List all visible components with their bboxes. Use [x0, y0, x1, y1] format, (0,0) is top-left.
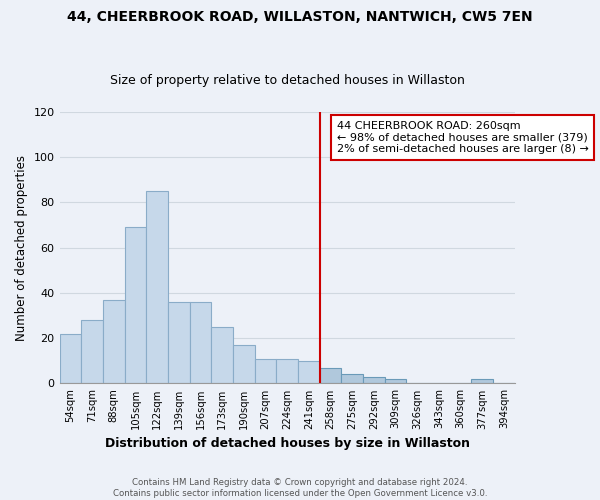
Bar [254, 358, 276, 384]
Bar [385, 379, 406, 384]
Bar [125, 227, 146, 384]
X-axis label: Distribution of detached houses by size in Willaston: Distribution of detached houses by size … [104, 437, 470, 450]
Bar [59, 334, 81, 384]
Bar [103, 300, 125, 384]
Bar [233, 345, 254, 384]
Bar [276, 358, 298, 384]
Bar [146, 191, 168, 384]
Text: 44 CHEERBROOK ROAD: 260sqm
← 98% of detached houses are smaller (379)
2% of semi: 44 CHEERBROOK ROAD: 260sqm ← 98% of deta… [337, 121, 589, 154]
Bar [190, 302, 211, 384]
Bar [298, 361, 320, 384]
Bar [81, 320, 103, 384]
Bar [211, 327, 233, 384]
Text: 44, CHEERBROOK ROAD, WILLASTON, NANTWICH, CW5 7EN: 44, CHEERBROOK ROAD, WILLASTON, NANTWICH… [67, 10, 533, 24]
Bar [320, 368, 341, 384]
Bar [363, 376, 385, 384]
Bar [472, 379, 493, 384]
Text: Contains HM Land Registry data © Crown copyright and database right 2024.
Contai: Contains HM Land Registry data © Crown c… [113, 478, 487, 498]
Title: Size of property relative to detached houses in Willaston: Size of property relative to detached ho… [110, 74, 464, 87]
Bar [341, 374, 363, 384]
Bar [168, 302, 190, 384]
Y-axis label: Number of detached properties: Number of detached properties [15, 154, 28, 340]
